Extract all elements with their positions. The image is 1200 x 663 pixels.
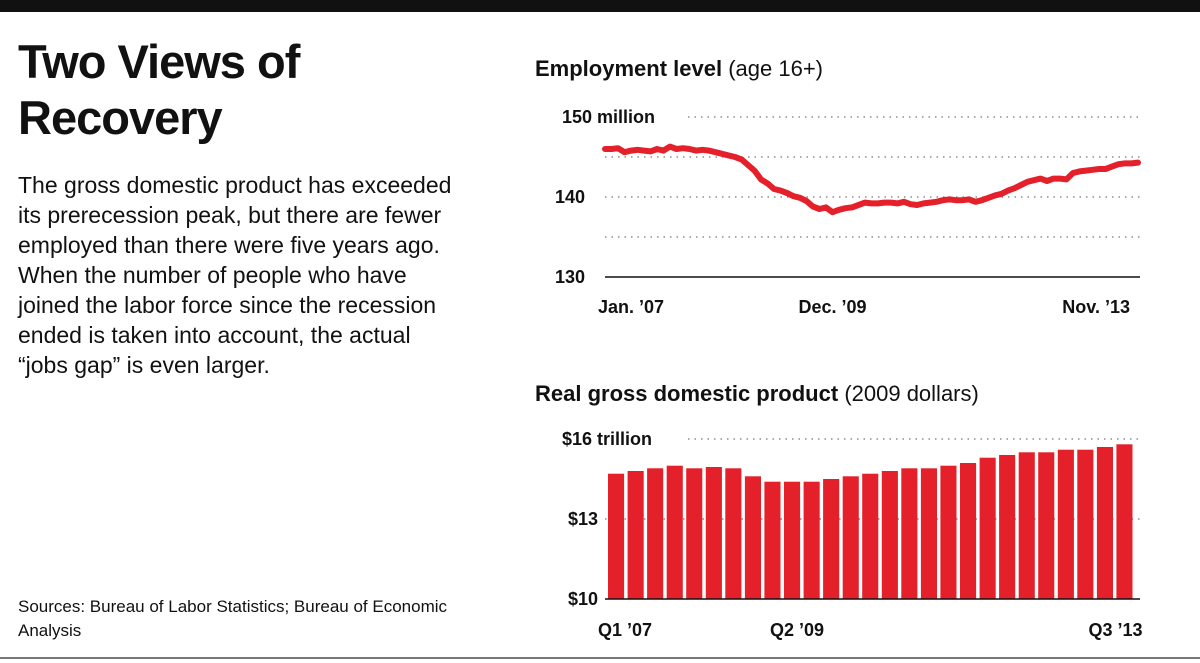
employment-y-tick-label: 130	[555, 267, 585, 287]
gdp-y-tick-label: $13	[568, 509, 598, 529]
gdp-bar	[960, 463, 977, 599]
gdp-x-tick-label: Q1 ’07	[598, 620, 652, 640]
employment-x-tick-label: Nov. ’13	[1062, 297, 1130, 317]
gdp-bar	[1038, 452, 1055, 599]
gdp-bar	[1116, 444, 1133, 599]
employment-y-tick-label: 140	[555, 187, 585, 207]
page-title: Two Views of Recovery	[18, 35, 300, 144]
gdp-bar	[608, 473, 625, 599]
employment-chart-subtitle: (age 16+)	[728, 56, 823, 81]
employment-line-chart: 130 140 150 million Jan. ’07 Dec. ’09 Nov. ’1…	[555, 107, 1141, 317]
gdp-bar	[1057, 449, 1074, 599]
gdp-bar	[901, 468, 918, 599]
gdp-x-tick-label: Q2 ’09	[770, 620, 824, 640]
gdp-bar	[705, 467, 722, 599]
gdp-bar	[666, 465, 683, 599]
gdp-bar	[1077, 449, 1094, 599]
top-rule	[0, 0, 1200, 12]
employment-y-tick-label: 150 million	[562, 107, 655, 127]
gdp-bar	[627, 471, 644, 599]
gdp-y-tick-label: $10	[568, 589, 598, 609]
gdp-bar	[999, 455, 1016, 599]
gdp-bar-chart: $10 $13 $16 trillion Q1 ’07 Q2 ’09 Q3 ’13	[562, 429, 1143, 640]
gdp-bar	[1018, 452, 1035, 599]
sources-note: Sources: Bureau of Labor Statistics; Bur…	[18, 597, 448, 640]
gdp-bar	[803, 481, 820, 599]
gdp-bar	[862, 473, 879, 599]
employment-x-tick-label: Jan. ’07	[598, 297, 664, 317]
gdp-chart-heading: Real gross domestic product (2009 dollar…	[535, 380, 979, 408]
gdp-bar	[1096, 447, 1113, 599]
gdp-bar	[764, 481, 781, 599]
employment-chart-heading: Employment level (age 16+)	[535, 55, 823, 83]
employment-series-line	[602, 143, 1141, 216]
gdp-bar	[647, 468, 664, 599]
gdp-bar	[940, 465, 957, 599]
gdp-bar	[842, 476, 859, 599]
gdp-chart-subtitle: (2009 dollars)	[844, 381, 979, 406]
gdp-bar	[784, 481, 801, 599]
employment-x-tick-label: Dec. ’09	[798, 297, 866, 317]
description-text: The gross domestic product has exceeded …	[18, 172, 452, 378]
gdp-bar	[686, 468, 703, 599]
gdp-x-tick-label: Q3 ’13	[1088, 620, 1142, 640]
gdp-y-tick-label: $16 trillion	[562, 429, 652, 449]
gdp-bar	[744, 476, 761, 599]
bottom-rule	[0, 657, 1200, 659]
gdp-chart-title: Real gross domestic product	[535, 381, 839, 406]
gdp-bar	[920, 468, 937, 599]
gdp-bar	[725, 468, 742, 599]
gdp-bar	[881, 471, 898, 599]
gdp-bar	[823, 479, 840, 599]
employment-chart-title: Employment level	[535, 56, 723, 81]
gdp-bar	[979, 457, 996, 599]
